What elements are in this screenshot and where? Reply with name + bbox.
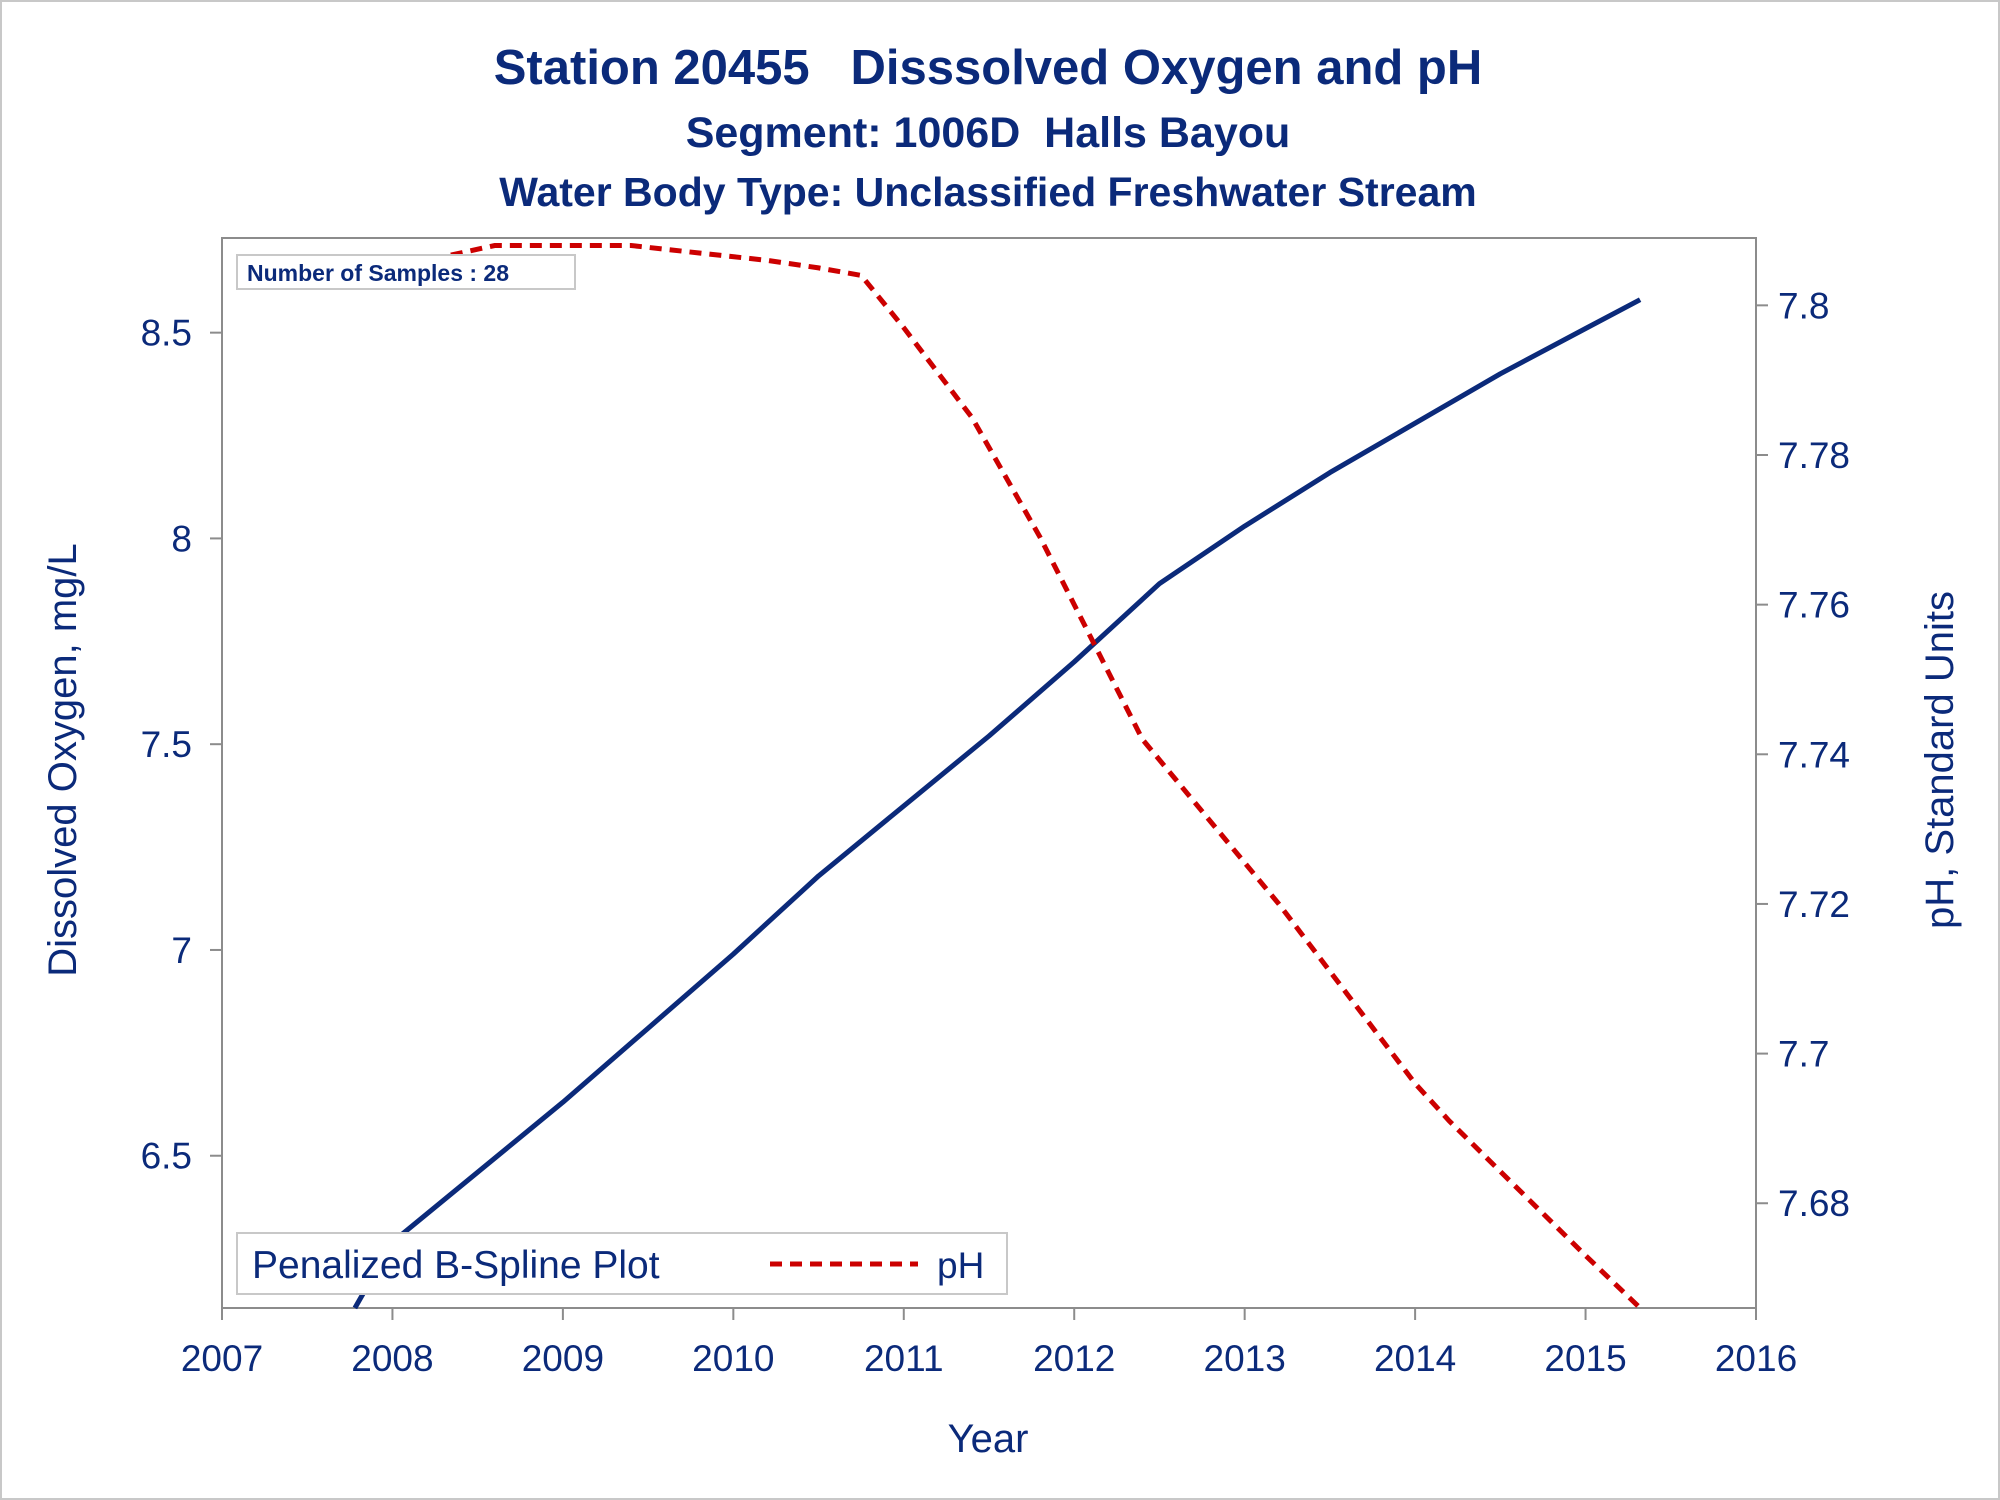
left-y-tick-label: 8.5 xyxy=(141,313,192,354)
right-y-tick-label: 7.8 xyxy=(1778,285,1829,326)
chart-subtitle: Segment: 1006D Halls Bayou xyxy=(686,109,1291,157)
left-y-tick-label: 6.5 xyxy=(141,1136,192,1177)
right-y-tick-label: 7.7 xyxy=(1778,1034,1829,1075)
x-tick-label: 2015 xyxy=(1544,1338,1626,1379)
legend-ph-label: pH xyxy=(937,1245,984,1286)
right-y-axis-ticks: 7.68 7.7 7.72 7.74 7.76 7.78 7.8 xyxy=(1756,285,1850,1224)
right-y-tick-label: 7.76 xyxy=(1778,585,1850,626)
x-axis-label: Year xyxy=(948,1417,1029,1461)
dissolved-oxygen-line xyxy=(352,297,1642,1310)
plot-area xyxy=(221,237,1757,1309)
sample-count-label: Number of Samples : 28 xyxy=(247,260,509,286)
x-tick-label: 2010 xyxy=(692,1338,774,1379)
legend-title: Penalized B-Spline Plot xyxy=(252,1244,660,1287)
ph-line xyxy=(354,243,1642,1310)
x-tick-label: 2009 xyxy=(522,1338,604,1379)
right-y-tick-label: 7.72 xyxy=(1778,884,1850,925)
sample-count-box xyxy=(236,254,576,290)
chart-title: Station 20455 Disssolved Oxygen and pH xyxy=(494,41,1483,95)
left-y-axis-ticks: 6.5 7 7.5 8 8.5 xyxy=(141,313,222,1177)
x-tick-label: 2014 xyxy=(1374,1338,1456,1379)
left-y-tick-label: 7 xyxy=(171,930,192,971)
left-y-axis-label: Dissolved Oxygen, mg/L xyxy=(41,543,85,977)
right-y-tick-label: 7.68 xyxy=(1778,1183,1850,1224)
left-y-tick-label: 7.5 xyxy=(141,724,192,765)
right-y-axis-label: pH, Standard Units xyxy=(1918,591,1962,929)
left-y-tick-label: 8 xyxy=(171,518,192,559)
x-tick-label: 2007 xyxy=(181,1338,263,1379)
x-tick-label: 2011 xyxy=(864,1338,944,1379)
x-axis-ticks: 2007 2008 2009 2010 2011 2012 2013 2014 2015 2016 xyxy=(181,1308,1797,1379)
chart-subtitle-2: Water Body Type: Unclassified Freshwater… xyxy=(499,169,1476,215)
right-y-tick-label: 7.78 xyxy=(1778,435,1850,476)
x-tick-label: 2012 xyxy=(1033,1338,1115,1379)
x-tick-label: 2013 xyxy=(1204,1338,1286,1379)
x-tick-label: 2008 xyxy=(351,1338,433,1379)
right-y-tick-label: 7.74 xyxy=(1778,734,1850,775)
x-tick-label: 2016 xyxy=(1715,1338,1797,1379)
